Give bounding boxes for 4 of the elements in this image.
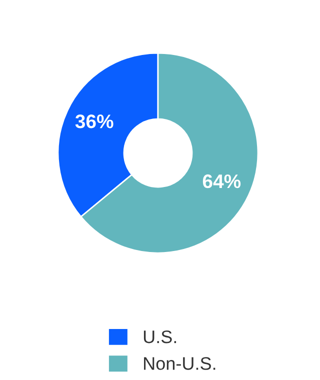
data-label: 36% [75,114,114,128]
legend-label: U.S. [144,330,176,344]
legend-label: Non-U.S. [144,357,216,370]
data-label: 64% [202,174,241,188]
